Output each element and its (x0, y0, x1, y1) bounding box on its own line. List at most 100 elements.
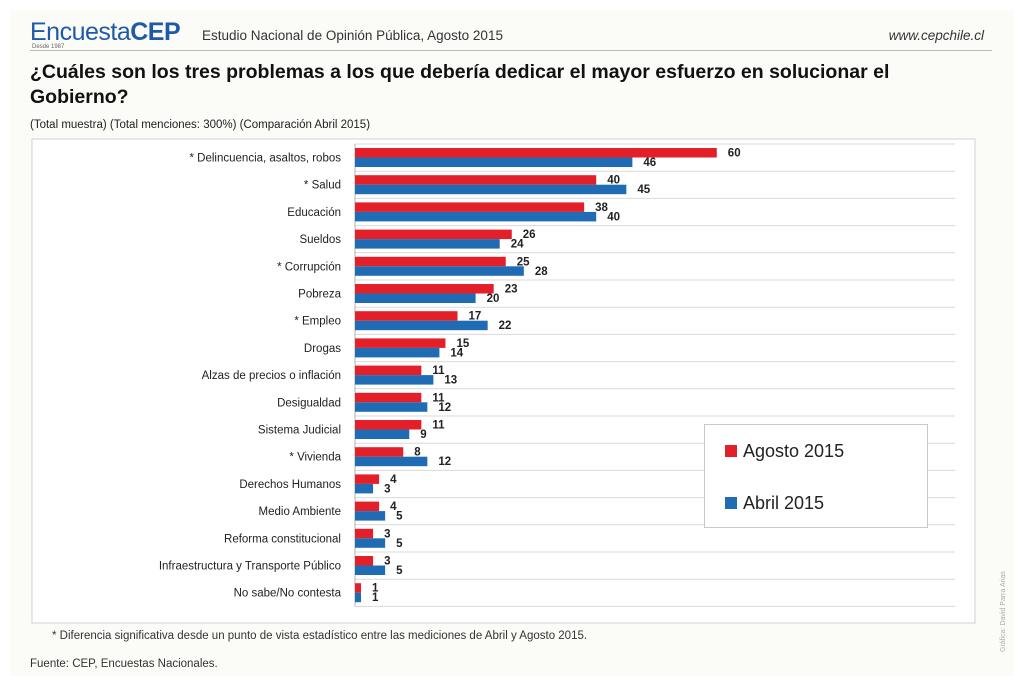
logo-text-bold: CEP (130, 18, 181, 46)
data-label: 45 (637, 184, 650, 196)
data-label: 22 (499, 320, 512, 332)
chart-legend: Agosto 2015 Abril 2015 (704, 424, 928, 528)
legend-swatch-agosto (725, 445, 737, 457)
data-label: 26 (523, 229, 536, 241)
category-label: * Vivienda (289, 452, 341, 464)
data-label: 9 (420, 429, 426, 441)
data-label: 11 (432, 420, 445, 432)
bar-agosto (355, 528, 374, 539)
data-label: 40 (607, 211, 620, 223)
data-label: 5 (396, 538, 403, 550)
data-label: 12 (438, 402, 451, 414)
chart-subtitle: (Total muestra) (Total menciones: 300%) … (30, 119, 371, 131)
data-label: 11 (432, 392, 445, 404)
bar-agosto (355, 202, 585, 212)
bar-agosto (355, 229, 512, 240)
bar-agosto (355, 311, 458, 321)
bar-agosto (355, 556, 374, 566)
data-label: 4 (390, 474, 397, 486)
bar-abril (355, 320, 488, 331)
legend-label-abril: Abril 2015 (743, 492, 825, 513)
data-label: 5 (396, 511, 403, 523)
category-label: * Salud (304, 180, 341, 192)
category-label: * Delincuencia, asaltos, robos (190, 153, 342, 165)
legend-label-agosto: Agosto 2015 (743, 440, 845, 461)
bar-agosto (355, 583, 362, 593)
data-label: 20 (487, 293, 500, 305)
data-label: 5 (396, 565, 403, 577)
data-label: 12 (438, 456, 451, 468)
data-label: 14 (450, 347, 463, 359)
logo-text-light: Encuesta (30, 18, 131, 46)
data-label: 1 (372, 592, 379, 604)
data-label: 60 (728, 148, 741, 160)
bar-abril (355, 266, 524, 276)
bar-abril (355, 565, 386, 575)
category-label: Pobreza (298, 289, 341, 301)
data-label: 3 (384, 556, 390, 568)
data-label: 1 (372, 583, 379, 595)
header: EncuestaCEP Desde 1987 Estudio Nacional … (30, 18, 990, 50)
category-label: Reforma constitucional (224, 533, 341, 545)
significance-footnote: * Diferencia significativa desde un punt… (52, 630, 588, 642)
bar-abril (355, 293, 476, 303)
bar-agosto (355, 392, 422, 403)
bar-agosto (355, 175, 597, 185)
bar-abril (355, 375, 434, 385)
data-label: 3 (384, 483, 390, 495)
source-note: Fuente: CEP, Encuestas Nacionales. (30, 658, 218, 670)
bar-abril (355, 511, 386, 521)
category-label: Medio Ambiente (259, 506, 341, 518)
bar-agosto (355, 256, 506, 267)
bar-agosto (355, 420, 422, 430)
data-label: 17 (469, 311, 482, 323)
data-label: 24 (511, 239, 524, 251)
bar-agosto (355, 365, 422, 376)
bar-agosto (355, 284, 494, 294)
data-label: 46 (643, 157, 656, 169)
bar-abril (355, 429, 410, 439)
data-label: 25 (517, 256, 530, 268)
website-link[interactable]: www.cepchile.cl (888, 28, 984, 43)
bar-abril (355, 157, 633, 167)
data-label: 4 (390, 501, 397, 513)
chart-question-title: ¿Cuáles son los tres problemas a los que… (30, 61, 890, 108)
category-label: Derechos Humanos (239, 479, 341, 491)
graphic-credit: Gráfica: David Parra Arias (1000, 571, 1007, 652)
category-label: * Corrupción (277, 261, 341, 273)
category-label: * Empleo (294, 316, 341, 328)
bar-abril (355, 211, 597, 222)
bar-abril (355, 239, 500, 249)
category-label: Educación (287, 207, 341, 219)
legend-swatch-abril (725, 497, 737, 509)
bar-abril (355, 456, 428, 467)
bar-agosto (355, 474, 380, 484)
header-divider (30, 50, 992, 51)
bar-abril (355, 184, 627, 195)
logo-subtext: Desde 1987 (32, 44, 65, 50)
data-label: 15 (456, 338, 469, 350)
study-title: Estudio Nacional de Opinión Pública, Ago… (202, 28, 503, 43)
legend-item-agosto: Agosto 2015 (725, 441, 844, 461)
category-label: Desigualdad (277, 397, 341, 409)
data-label: 28 (535, 266, 548, 278)
category-label: Alzas de precios o inflación (202, 370, 341, 382)
data-label: 13 (444, 375, 457, 387)
category-label: Sistema Judicial (258, 425, 341, 437)
bar-abril (355, 347, 440, 358)
bar-abril (355, 483, 374, 494)
data-label: 40 (607, 175, 620, 187)
bar-agosto (355, 338, 446, 348)
bar-abril (355, 402, 428, 412)
data-label: 23 (505, 284, 518, 296)
bar-abril (355, 538, 386, 548)
bar-agosto (355, 447, 404, 457)
legend-item-abril: Abril 2015 (725, 493, 824, 513)
data-label: 8 (414, 447, 421, 459)
data-label: 3 (384, 528, 390, 540)
bar-agosto (355, 501, 380, 512)
category-label: Drogas (304, 343, 341, 355)
category-label: No sabe/No contesta (234, 588, 342, 600)
bar-abril (355, 592, 362, 603)
